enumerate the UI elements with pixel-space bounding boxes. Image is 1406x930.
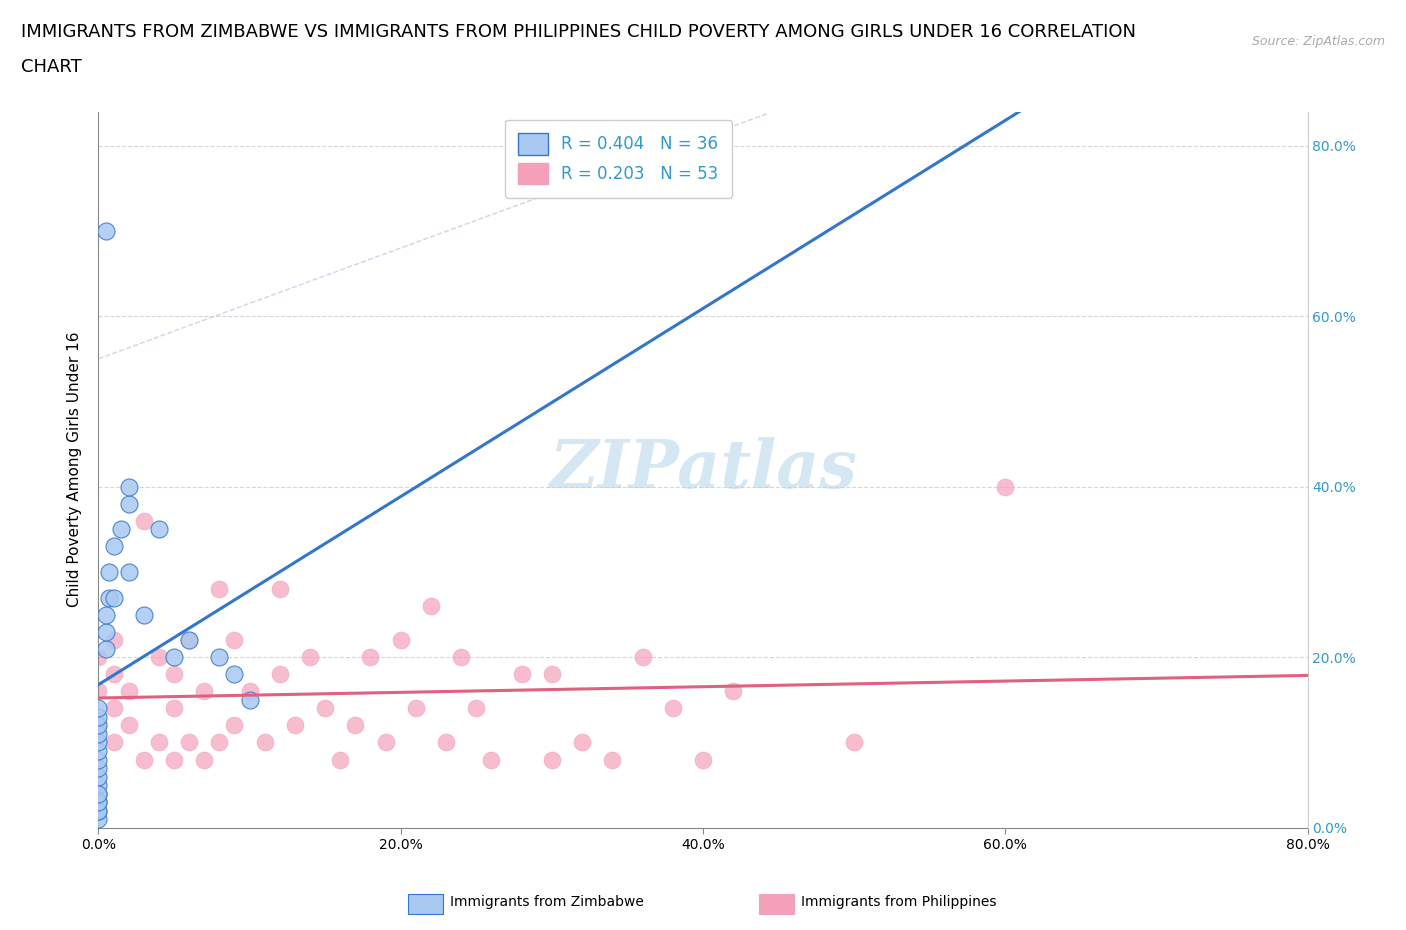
Point: [87, 812, 110, 827]
Point: [540, 752, 562, 767]
Point: [389, 632, 412, 647]
Y-axis label: Child Poverty Among Girls Under 16: Child Poverty Among Girls Under 16: [67, 332, 83, 607]
Point: [540, 667, 562, 682]
Point: [87, 718, 110, 733]
Point: [163, 701, 186, 716]
Point: [103, 632, 125, 647]
Point: [118, 684, 141, 698]
Point: [87, 710, 110, 724]
Point: [510, 667, 533, 682]
Point: [103, 735, 125, 750]
Point: [132, 752, 155, 767]
Point: [110, 522, 132, 537]
Point: [87, 744, 110, 759]
Point: [299, 650, 322, 665]
Point: [98, 591, 121, 605]
Point: [208, 650, 231, 665]
Point: [465, 701, 488, 716]
Point: [374, 735, 396, 750]
Point: [94, 223, 117, 238]
Point: [208, 735, 231, 750]
Point: [118, 565, 141, 579]
Point: [179, 632, 201, 647]
Point: [994, 479, 1017, 494]
Point: [269, 581, 291, 596]
Text: ZIPatlas: ZIPatlas: [550, 437, 856, 502]
Point: [434, 735, 457, 750]
Point: [253, 735, 276, 750]
Point: [179, 735, 201, 750]
Point: [269, 667, 291, 682]
Point: [148, 735, 170, 750]
Point: [94, 642, 117, 657]
Point: [118, 479, 141, 494]
Point: [284, 718, 307, 733]
Point: [571, 735, 593, 750]
Point: [103, 539, 125, 554]
Point: [344, 718, 367, 733]
Point: [87, 718, 110, 733]
Point: [844, 735, 866, 750]
Point: [405, 701, 427, 716]
Point: [87, 701, 110, 716]
Point: [87, 786, 110, 801]
Point: [118, 718, 141, 733]
Point: [118, 497, 141, 512]
Point: [314, 701, 336, 716]
Point: [193, 684, 215, 698]
Point: [132, 513, 155, 528]
Point: [224, 667, 246, 682]
Point: [87, 786, 110, 801]
Point: [87, 794, 110, 809]
Point: [450, 650, 472, 665]
Point: [87, 804, 110, 818]
Point: [360, 650, 382, 665]
Point: [103, 667, 125, 682]
Text: Source: ZipAtlas.com: Source: ZipAtlas.com: [1251, 35, 1385, 48]
Point: [94, 624, 117, 639]
Point: [179, 632, 201, 647]
Point: [103, 591, 125, 605]
Point: [87, 684, 110, 698]
Point: [239, 692, 262, 708]
Text: Immigrants from Zimbabwe: Immigrants from Zimbabwe: [450, 895, 644, 910]
Point: [224, 632, 246, 647]
Point: [163, 752, 186, 767]
Point: [239, 684, 262, 698]
Point: [87, 794, 110, 809]
Point: [662, 701, 685, 716]
Point: [103, 701, 125, 716]
Point: [481, 752, 503, 767]
Point: [87, 761, 110, 776]
Point: [602, 752, 624, 767]
Point: [87, 804, 110, 818]
Point: [163, 667, 186, 682]
Point: [87, 650, 110, 665]
Legend: R = 0.404   N = 36, R = 0.203   N = 53: R = 0.404 N = 36, R = 0.203 N = 53: [505, 120, 733, 198]
Point: [329, 752, 352, 767]
Point: [87, 777, 110, 792]
Point: [723, 684, 745, 698]
Point: [132, 607, 155, 622]
Text: CHART: CHART: [21, 58, 82, 75]
Point: [692, 752, 714, 767]
Point: [420, 599, 443, 614]
Point: [87, 735, 110, 750]
Point: [87, 726, 110, 741]
Point: [148, 650, 170, 665]
Point: [193, 752, 215, 767]
Point: [87, 752, 110, 767]
Point: [87, 769, 110, 784]
Point: [98, 565, 121, 579]
Point: [94, 607, 117, 622]
Point: [208, 581, 231, 596]
Point: [163, 650, 186, 665]
Text: Immigrants from Philippines: Immigrants from Philippines: [801, 895, 997, 910]
Point: [148, 522, 170, 537]
Point: [224, 718, 246, 733]
Text: IMMIGRANTS FROM ZIMBABWE VS IMMIGRANTS FROM PHILIPPINES CHILD POVERTY AMONG GIRL: IMMIGRANTS FROM ZIMBABWE VS IMMIGRANTS F…: [21, 23, 1136, 41]
Point: [631, 650, 654, 665]
